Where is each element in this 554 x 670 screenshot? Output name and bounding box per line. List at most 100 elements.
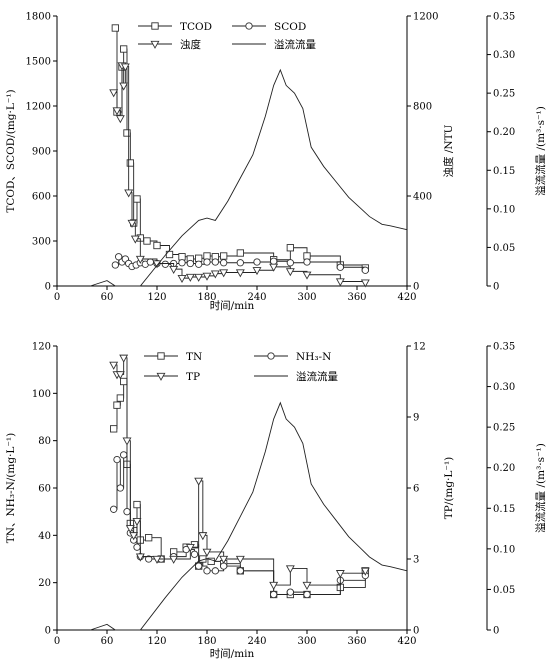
data-point-series-2 — [169, 555, 179, 564]
y-left-tick-label: 0 — [45, 626, 51, 637]
data-point-series-1 — [195, 260, 203, 268]
legend-marker — [151, 22, 159, 30]
y-right2-tick-label: 0.35 — [493, 12, 515, 23]
y-left-tick-label: 900 — [32, 147, 51, 158]
data-point-series-1 — [211, 567, 219, 575]
y-left-axis-label: TCOD、SCOD/(mg·L⁻¹) — [5, 89, 17, 212]
data-point-series-1 — [286, 588, 294, 596]
y-right2-tick-label: 0.10 — [493, 204, 515, 215]
data-point-series-2 — [185, 544, 195, 553]
data-point-series-0 — [120, 45, 128, 53]
y-left-tick-label: 1500 — [26, 57, 51, 68]
series-line-series-1 — [113, 454, 366, 595]
data-point-series-2 — [109, 361, 119, 370]
y-left-tick-label: 60 — [38, 484, 51, 495]
data-point-series-2 — [177, 274, 187, 284]
legend-marker — [267, 352, 275, 360]
data-point-series-2 — [129, 532, 139, 541]
y-right2-tick-label: 0.20 — [493, 463, 515, 474]
x-tick-label: 60 — [101, 292, 114, 303]
data-point-series-0 — [153, 241, 161, 250]
data-point-series-1 — [190, 550, 199, 558]
data-point-series-2 — [235, 269, 245, 278]
data-point-series-2 — [210, 270, 220, 279]
data-point-series-2 — [130, 235, 140, 244]
data-point-series-1 — [115, 253, 123, 261]
data-point-series-0 — [303, 252, 311, 260]
data-point-series-2 — [194, 273, 204, 282]
legend-label: 溢流流量 — [296, 370, 338, 383]
data-point-series-0 — [145, 534, 153, 542]
data-point-series-1 — [113, 455, 121, 464]
data-point-series-2 — [219, 555, 229, 564]
data-point-series-2 — [112, 107, 122, 116]
data-point-series-1 — [203, 567, 211, 575]
legend-label: 溢流流量 — [274, 38, 316, 51]
data-point-series-1 — [236, 567, 244, 575]
data-point-series-0 — [286, 244, 294, 252]
data-point-series-2 — [335, 278, 345, 287]
y-right1-tick-label: 1200 — [413, 12, 438, 23]
data-point-series-2 — [269, 263, 279, 272]
y-right1-tick-label: 800 — [413, 102, 432, 113]
data-point-series-1 — [133, 543, 141, 551]
x-tick-label: 180 — [197, 636, 216, 647]
y-left-axis-label: TN、NH₃-N/(mg·L⁻¹) — [5, 433, 17, 543]
data-point-series-0 — [120, 377, 128, 386]
legend-label: TN — [186, 351, 202, 363]
legend-marker — [156, 372, 166, 381]
y-right2-tick-label: 0.05 — [493, 585, 515, 596]
data-point-series-1 — [286, 259, 294, 267]
x-tick-label: 360 — [347, 292, 366, 303]
x-tick-label: 120 — [147, 292, 166, 303]
data-point-series-2 — [285, 268, 295, 277]
series-line-series-2 — [113, 357, 366, 586]
y-right2-tick-label: 0.15 — [493, 504, 515, 515]
data-point-series-1 — [270, 257, 278, 265]
data-point-series-2 — [252, 267, 262, 276]
y-left-tick-label: 120 — [32, 342, 51, 353]
y-right1-tick-label: 12 — [413, 342, 426, 353]
y-right2-tick-label: 0.35 — [493, 342, 515, 353]
data-point-series-1 — [110, 505, 118, 513]
x-tick-label: 300 — [297, 292, 316, 303]
data-point-series-2 — [202, 272, 212, 281]
y-left-tick-label: 0 — [45, 282, 51, 293]
data-point-series-2 — [360, 279, 370, 288]
series-line-series-2 — [113, 65, 366, 283]
x-tick-label: 240 — [247, 292, 266, 303]
series-line-series-0 — [113, 381, 366, 595]
data-point-series-1 — [145, 555, 153, 563]
data-point-series-1 — [111, 261, 119, 269]
data-point-series-1 — [303, 590, 311, 599]
x-tick-label: 300 — [297, 636, 316, 647]
data-point-series-2 — [302, 581, 312, 590]
series-line-series-0 — [115, 27, 366, 268]
data-point-series-2 — [115, 115, 125, 124]
y-right1-tick-label: 0 — [413, 626, 419, 637]
data-point-series-1 — [146, 258, 154, 266]
x-tick-label: 120 — [147, 636, 166, 647]
data-point-series-0 — [123, 129, 131, 137]
legend-label: SCOD — [274, 21, 306, 33]
y-right2-tick-label: 0.25 — [493, 89, 515, 100]
y-right2-axis-label: 溢流流量 /(m³·s⁻¹) — [534, 443, 547, 533]
data-point-series-0 — [133, 195, 141, 203]
data-point-series-2 — [360, 567, 370, 576]
data-point-series-2 — [335, 570, 345, 579]
series-line-series-3 — [90, 401, 408, 631]
y-left-tick-label: 40 — [38, 531, 51, 542]
y-right2-tick-label: 0 — [493, 626, 499, 637]
x-tick-label: 0 — [54, 292, 60, 303]
data-point-series-0 — [195, 254, 203, 262]
data-point-series-0 — [178, 253, 186, 261]
data-point-series-2 — [219, 269, 229, 278]
data-point-series-1 — [236, 259, 244, 267]
data-point-series-1 — [361, 266, 369, 274]
y-right1-axis-label: 浊度 /NTU — [442, 124, 455, 177]
x-tick-label: 360 — [347, 636, 366, 647]
data-point-series-2 — [285, 565, 295, 574]
data-point-series-1 — [186, 259, 194, 268]
data-point-series-2 — [135, 553, 145, 562]
y-right2-tick-label: 0 — [493, 282, 499, 293]
